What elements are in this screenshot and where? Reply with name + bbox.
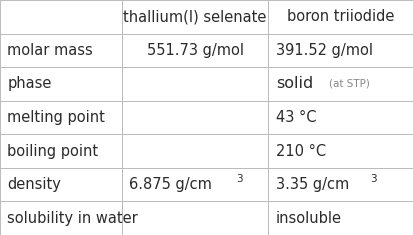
- Text: phase: phase: [7, 76, 52, 91]
- Bar: [122, 67, 268, 101]
- Bar: [0, 101, 122, 134]
- Text: insoluble: insoluble: [276, 211, 342, 226]
- Text: 3: 3: [236, 174, 243, 184]
- Bar: [122, 201, 268, 235]
- Text: solubility in water: solubility in water: [7, 211, 138, 226]
- Bar: [268, 34, 413, 67]
- Bar: [0, 67, 122, 101]
- Bar: [122, 134, 268, 168]
- Text: thallium(I) selenate: thallium(I) selenate: [123, 9, 267, 24]
- Text: molar mass: molar mass: [7, 43, 93, 58]
- Bar: [122, 168, 268, 201]
- Text: 391.52 g/mol: 391.52 g/mol: [276, 43, 373, 58]
- Bar: [0, 168, 122, 201]
- Text: density: density: [7, 177, 61, 192]
- Bar: [122, 34, 268, 67]
- Bar: [268, 201, 413, 235]
- Text: 3: 3: [370, 174, 377, 184]
- Text: solid: solid: [276, 76, 313, 91]
- Bar: [122, 0, 268, 34]
- Bar: [122, 101, 268, 134]
- Bar: [0, 201, 122, 235]
- Bar: [268, 67, 413, 101]
- Bar: [0, 0, 122, 34]
- Text: melting point: melting point: [7, 110, 105, 125]
- Bar: [0, 34, 122, 67]
- Text: boron triiodide: boron triiodide: [287, 9, 394, 24]
- Text: boiling point: boiling point: [7, 144, 99, 159]
- Bar: [268, 168, 413, 201]
- Bar: [268, 134, 413, 168]
- Text: 210 °C: 210 °C: [276, 144, 326, 159]
- Bar: [0, 134, 122, 168]
- Text: 6.875 g/cm: 6.875 g/cm: [129, 177, 212, 192]
- Bar: [268, 0, 413, 34]
- Text: 551.73 g/mol: 551.73 g/mol: [147, 43, 244, 58]
- Text: (at STP): (at STP): [329, 79, 370, 89]
- Text: 3.35 g/cm: 3.35 g/cm: [276, 177, 349, 192]
- Text: 43 °C: 43 °C: [276, 110, 316, 125]
- Bar: [268, 101, 413, 134]
